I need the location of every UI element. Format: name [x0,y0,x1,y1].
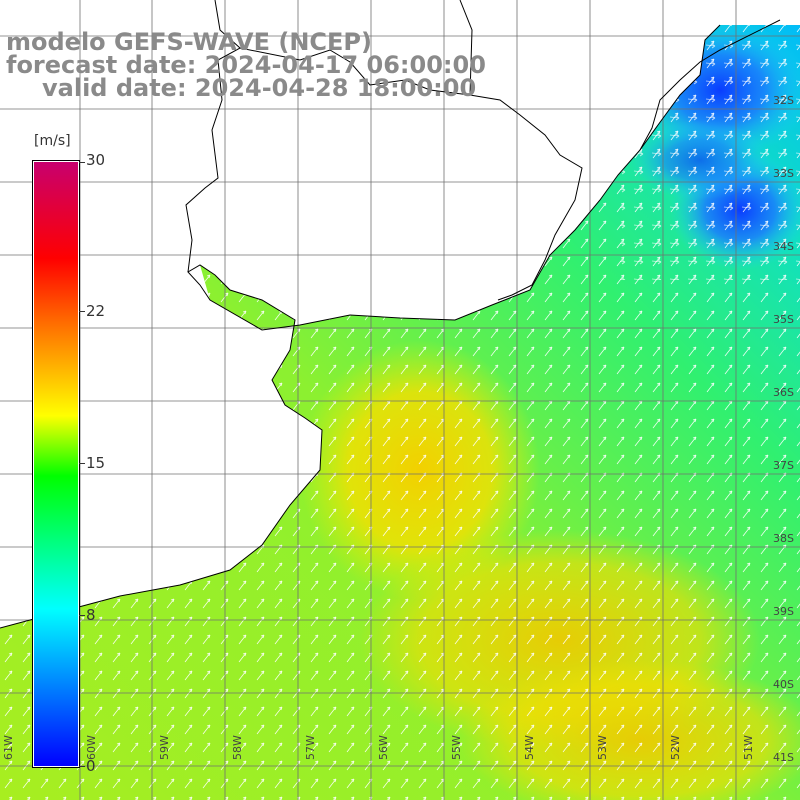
coastline [0,0,781,629]
lat-label: 38S [773,532,794,545]
lon-labels: 61W 60W 59W 58W 57W 56W 55W 54W 53W 52W … [2,735,755,760]
colorbar-tick-label: 15 [86,454,106,472]
lon-label: 57W [304,735,317,760]
model-title: modelo GEFS-WAVE (NCEP) [6,28,372,56]
lat-label: 36S [773,386,794,399]
lat-labels: 32S 33S 34S 35S 36S 37S 38S 39S 40S 41S [773,94,794,764]
lat-label: 32S [773,94,794,107]
colorbar-unit: [m/s] [34,133,71,149]
lat-label: 34S [773,240,794,253]
colorbar-tick-label: 8 [86,606,96,624]
lon-label: 53W [596,735,609,760]
lon-label: 61W [2,735,15,760]
colorbar-tick-mark [79,162,85,163]
colorbar-tick-label: 0 [86,757,96,775]
colorbar-tick-mark [79,615,85,616]
colorbar-tick-mark [79,311,85,312]
colorbar [34,162,78,766]
forecast-date: forecast date: 2024-04-17 06:00:00 [6,51,486,79]
colorbar-tick-mark [79,463,85,464]
lon-label: 51W [742,735,755,760]
lon-label: 58W [231,735,244,760]
colorbar-tick-label: 22 [86,302,106,320]
lon-label: 55W [450,735,463,760]
lon-label: 54W [523,735,536,760]
colorbar-tick-mark [79,766,85,767]
lon-label: 59W [158,735,171,760]
lon-label: 56W [377,735,390,760]
lat-label: 39S [773,605,794,618]
lat-label: 35S [773,313,794,326]
lon-label: 60W [85,735,98,760]
lon-label: 52W [669,735,682,760]
lat-label: 33S [773,167,794,180]
colorbar-tick-label: 30 [86,151,106,169]
lat-label: 41S [773,751,794,764]
lat-label: 37S [773,459,794,472]
valid-date: valid date: 2024-04-28 18:00:00 [42,74,477,102]
lat-label: 40S [773,678,794,691]
